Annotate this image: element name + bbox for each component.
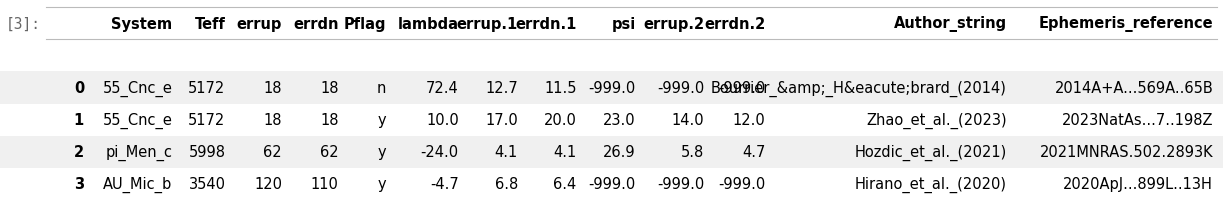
Text: 10.0: 10.0 (426, 113, 459, 127)
Text: -999.0: -999.0 (718, 177, 766, 191)
Bar (0, 8, 1223, 40)
Text: 2023NatAs...7..198Z: 2023NatAs...7..198Z (1062, 113, 1213, 127)
Text: 2021MNRAS.502.2893K: 2021MNRAS.502.2893K (1040, 145, 1213, 159)
Text: errdn.2: errdn.2 (704, 17, 766, 31)
Text: 4.1: 4.1 (554, 145, 577, 159)
Text: Hozdic_et_al._(2021): Hozdic_et_al._(2021) (855, 144, 1007, 160)
Text: psi: psi (612, 17, 636, 31)
Text: 18: 18 (320, 81, 339, 95)
Text: 2020ApJ...899L..13H: 2020ApJ...899L..13H (1063, 177, 1213, 191)
Text: errdn: errdn (294, 17, 339, 31)
Text: 26.9: 26.9 (603, 145, 636, 159)
Text: 5172: 5172 (188, 113, 225, 127)
Text: -999.0: -999.0 (657, 177, 704, 191)
Text: -24.0: -24.0 (421, 145, 459, 159)
Text: -999.0: -999.0 (588, 81, 636, 95)
Text: 12.7: 12.7 (486, 81, 517, 95)
Bar (0, 104, 1223, 136)
Text: 1: 1 (73, 113, 84, 127)
Text: 2: 2 (73, 145, 84, 159)
Text: 55_Cnc_e: 55_Cnc_e (103, 80, 172, 96)
Text: 2014A+A...569A..65B: 2014A+A...569A..65B (1054, 81, 1213, 95)
Text: 11.5: 11.5 (544, 81, 577, 95)
Text: 23.0: 23.0 (603, 113, 636, 127)
Text: pi_Men_c: pi_Men_c (105, 144, 172, 160)
Text: -999.0: -999.0 (588, 177, 636, 191)
Text: -4.7: -4.7 (430, 177, 459, 191)
Text: System: System (111, 17, 172, 31)
Text: 110: 110 (311, 177, 339, 191)
Text: -999.0: -999.0 (657, 81, 704, 95)
Text: Bourrier_&amp;_H&eacute;brard_(2014): Bourrier_&amp;_H&eacute;brard_(2014) (711, 80, 1007, 96)
Text: 3540: 3540 (188, 177, 225, 191)
Text: 18: 18 (320, 113, 339, 127)
Text: n: n (377, 81, 385, 95)
Text: 55_Cnc_e: 55_Cnc_e (103, 112, 172, 128)
Text: 5.8: 5.8 (681, 145, 704, 159)
Text: 12.0: 12.0 (733, 113, 766, 127)
Text: 18: 18 (264, 113, 283, 127)
Bar (0, 168, 1223, 200)
Text: Author_string: Author_string (894, 16, 1007, 32)
Text: errup.1: errup.1 (456, 17, 517, 31)
Text: AU_Mic_b: AU_Mic_b (103, 176, 172, 192)
Text: 120: 120 (254, 177, 283, 191)
Text: 4.1: 4.1 (494, 145, 517, 159)
Text: errdn.1: errdn.1 (515, 17, 577, 31)
Text: Zhao_et_al._(2023): Zhao_et_al._(2023) (866, 112, 1007, 128)
Text: 72.4: 72.4 (426, 81, 459, 95)
Text: 20.0: 20.0 (544, 113, 577, 127)
Text: Hirano_et_al._(2020): Hirano_et_al._(2020) (855, 176, 1007, 192)
Text: -999.0: -999.0 (718, 81, 766, 95)
Text: Pflag: Pflag (344, 17, 385, 31)
Text: 18: 18 (264, 81, 283, 95)
Text: y: y (377, 113, 385, 127)
Bar (0, 72, 1223, 104)
Text: Teff: Teff (194, 17, 225, 31)
Text: 4.7: 4.7 (742, 145, 766, 159)
Text: 62: 62 (320, 145, 339, 159)
Bar (0, 40, 1223, 72)
Text: 6.8: 6.8 (494, 177, 517, 191)
Text: [3]:: [3]: (6, 17, 42, 31)
Text: errup: errup (237, 17, 283, 31)
Text: errup.2: errup.2 (643, 17, 704, 31)
Text: y: y (377, 145, 385, 159)
Text: lambda: lambda (397, 17, 459, 31)
Text: 3: 3 (73, 177, 84, 191)
Text: 17.0: 17.0 (486, 113, 517, 127)
Text: 62: 62 (263, 145, 283, 159)
Text: 5172: 5172 (188, 81, 225, 95)
Text: 0: 0 (73, 81, 84, 95)
Text: 6.4: 6.4 (554, 177, 577, 191)
Text: 14.0: 14.0 (671, 113, 704, 127)
Text: 5998: 5998 (188, 145, 225, 159)
Text: Ephemeris_reference: Ephemeris_reference (1038, 16, 1213, 32)
Text: y: y (377, 177, 385, 191)
Bar (0, 136, 1223, 168)
